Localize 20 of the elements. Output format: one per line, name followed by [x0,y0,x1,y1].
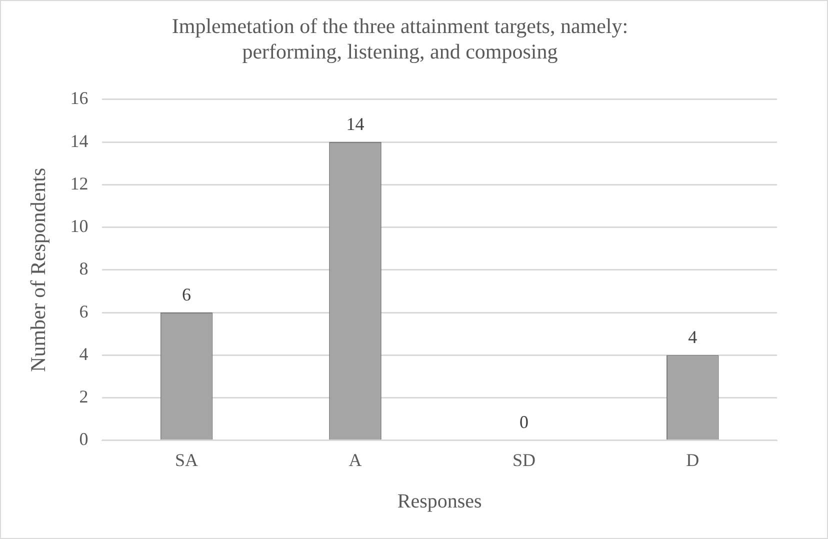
y-axis-title: Number of Respondents [26,168,50,372]
y-tick-label: 8 [79,258,88,279]
x-axis-title: Responses [397,490,482,512]
y-tick-label: 4 [79,344,88,364]
x-tick-label: D [686,450,700,470]
y-tick-label: 16 [70,88,88,108]
data-label: 6 [182,284,192,304]
x-tick-label: SD [512,450,536,470]
y-tick-label: 12 [70,173,88,194]
data-label: 4 [688,326,698,347]
data-label: 14 [346,114,364,134]
y-tick-label: 2 [79,386,88,407]
data-label: 0 [519,412,528,432]
chart-title: Implemetation of the three attainment targets, namely: performing, listening, and composing [172,14,628,64]
y-tick-label: 0 [79,429,88,450]
x-tick-label: SA [175,450,198,470]
y-tick-label: 6 [79,301,88,322]
y-tick-label: 10 [70,216,88,236]
y-tick-label: 14 [70,130,88,151]
x-tick-label: A [348,450,362,470]
